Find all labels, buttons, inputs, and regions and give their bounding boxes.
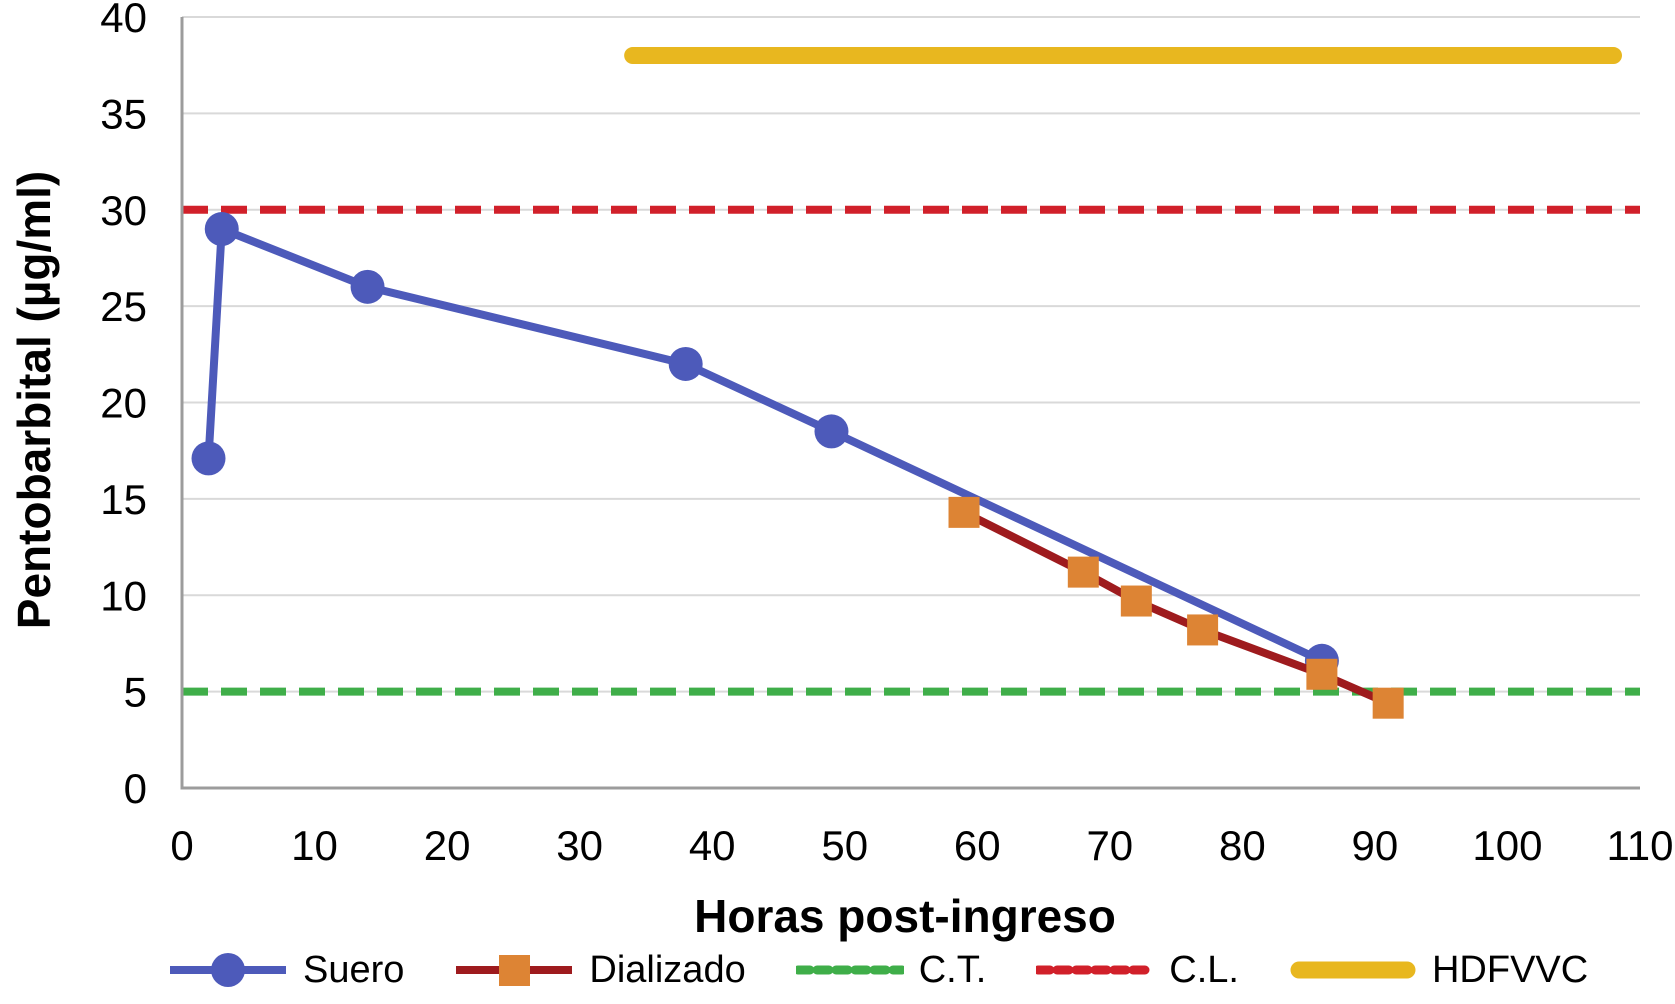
ct-green-dashed-line-icon	[795, 965, 904, 975]
suero-line-circle-icon	[170, 953, 286, 987]
y-tick-label: 10	[100, 572, 147, 619]
y-tick-label: 40	[100, 0, 147, 41]
x-tick-label: 80	[1219, 822, 1266, 869]
series-line-suero	[204, 225, 1324, 665]
y-tick-label: 35	[100, 90, 147, 137]
legend-item-cl: C.L.	[1036, 949, 1239, 992]
x-tick-label: 20	[424, 822, 471, 869]
x-tick-label: 90	[1352, 822, 1399, 869]
dializado-line-square-icon	[456, 955, 573, 986]
legend-label-ct: C.T.	[918, 948, 987, 991]
y-tick-label: 5	[124, 669, 147, 716]
data-point-dializado	[948, 496, 980, 528]
y-tick-label: 25	[100, 283, 147, 330]
legend-label-suero: Suero	[303, 948, 405, 991]
x-axis-title: Horas post-ingreso	[694, 890, 1116, 942]
data-point-dializado	[1067, 556, 1099, 588]
data-point-dializado	[1187, 614, 1219, 646]
x-tick-label: 60	[954, 822, 1001, 869]
y-tick-label: 0	[124, 765, 147, 812]
y-tick-label: 15	[100, 476, 147, 523]
data-point-suero	[204, 212, 239, 247]
hdfvvc-yellow-line-icon	[1290, 961, 1416, 979]
data-point-dializado	[1306, 658, 1338, 690]
data-point-suero	[814, 414, 849, 449]
data-point-suero	[668, 346, 703, 381]
data-point-dializado	[1120, 585, 1152, 617]
data-point-suero	[350, 269, 385, 304]
chart-legend: Suero Dializado C.T. C.L. HDFVV	[168, 944, 1588, 996]
x-tick-label: 100	[1472, 822, 1542, 869]
y-axis-title: Pentobarbital (µg/ml)	[8, 170, 60, 630]
x-tick-label: 30	[556, 822, 603, 869]
x-tick-label: 0	[170, 822, 193, 869]
legend-label-cl: C.L.	[1169, 948, 1239, 991]
x-tick-label: 110	[1607, 822, 1674, 869]
legend-label-dializado: Dializado	[589, 948, 746, 991]
x-tick-label: 40	[689, 822, 736, 869]
cl-red-dashed-line-icon	[1036, 965, 1155, 975]
x-tick-label: 70	[1086, 822, 1133, 869]
x-tick-label: 10	[291, 822, 338, 869]
data-point-suero	[191, 441, 226, 476]
legend-item-hdfvvc: HDFVVC	[1289, 949, 1588, 992]
legend-label-hdfvvc: HDFVVC	[1431, 948, 1589, 991]
x-tick-label: 50	[821, 822, 868, 869]
legend-item-ct: C.T.	[795, 948, 987, 992]
y-tick-label: 30	[100, 187, 147, 234]
data-point-dializado	[1372, 687, 1404, 719]
legend-item-suero: Suero	[168, 949, 404, 992]
y-tick-label: 20	[100, 380, 147, 427]
legend-item-dializado: Dializado	[454, 948, 746, 992]
